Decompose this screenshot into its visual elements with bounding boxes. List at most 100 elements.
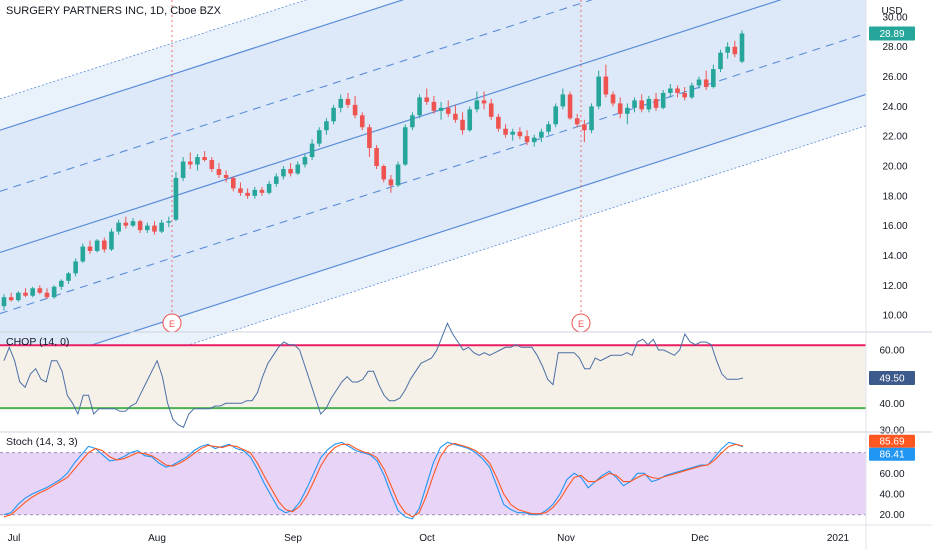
candle <box>309 139 315 161</box>
candlestick-series <box>1 30 745 311</box>
candle-body <box>395 164 401 186</box>
candle <box>431 95 437 114</box>
candle-body <box>59 280 64 287</box>
candle-body <box>288 168 293 174</box>
candle <box>481 91 487 110</box>
candle-body <box>639 100 644 110</box>
candle-body <box>202 157 207 161</box>
stoch-series <box>0 441 866 520</box>
candle <box>23 288 28 298</box>
candle <box>252 186 258 199</box>
candle <box>539 128 544 143</box>
candle <box>352 95 358 119</box>
candle <box>503 124 508 138</box>
candle-body <box>574 118 580 125</box>
stoch-pane[interactable]: Stoch (14, 3, 3) 20.0040.0060.0080.0085.… <box>0 434 915 521</box>
candle <box>732 40 738 58</box>
candle <box>316 127 322 147</box>
candle <box>187 152 193 169</box>
candle <box>152 221 157 235</box>
candle <box>460 112 465 135</box>
candle <box>30 286 35 298</box>
candle-body <box>488 103 494 117</box>
candle-body <box>109 231 114 250</box>
candle-body <box>510 131 516 135</box>
candle <box>245 188 250 199</box>
candle <box>259 186 265 196</box>
candle <box>417 94 422 119</box>
candle-body <box>352 104 358 116</box>
candle <box>625 103 630 125</box>
candle <box>166 216 172 228</box>
candle-body <box>130 221 136 226</box>
candle-body <box>682 92 687 98</box>
earnings-marker: E <box>571 313 591 333</box>
candle <box>567 91 573 120</box>
candle-body <box>195 157 200 165</box>
candle-body <box>388 179 394 186</box>
candle-body <box>230 177 236 189</box>
candle-body <box>209 160 215 169</box>
candle-body <box>316 130 322 144</box>
candle <box>66 271 71 284</box>
candle <box>395 161 401 187</box>
candle <box>711 64 716 89</box>
candle <box>617 97 623 119</box>
candle <box>453 104 458 123</box>
candle-body <box>187 161 193 165</box>
price-pane[interactable]: SURGERY PARTNERS INC, 1D, Cboe BZX 10.00… <box>0 0 915 407</box>
candle-body <box>80 246 86 262</box>
candle <box>675 85 680 98</box>
candle-body <box>295 164 301 174</box>
time-axis[interactable]: Jul Aug Sep Oct Nov Dec 2021 <box>8 533 850 544</box>
chop-line <box>3 322 744 428</box>
candle-body <box>116 222 121 232</box>
candle-body <box>152 225 157 232</box>
candle-body <box>302 157 308 165</box>
candle-body <box>66 273 71 281</box>
candle <box>496 113 501 132</box>
candle <box>381 164 387 183</box>
candle-body <box>273 176 279 184</box>
candle-body <box>102 240 107 250</box>
candle-body <box>711 69 716 87</box>
candle-body <box>309 143 315 158</box>
candle <box>367 124 372 158</box>
candle-body <box>725 46 730 53</box>
candle <box>130 218 136 228</box>
candle-body <box>481 100 487 104</box>
candle <box>159 219 164 234</box>
candle <box>1 294 7 311</box>
candle-body <box>603 76 609 95</box>
chop-tick-label: 30.00 <box>879 426 904 437</box>
candle <box>445 100 451 117</box>
price-tick-label: 20.00 <box>882 162 907 173</box>
candle-body <box>503 128 508 135</box>
candle-body <box>445 107 451 114</box>
candle <box>689 82 695 99</box>
chart-title: SURGERY PARTNERS INC, 1D, Cboe BZX <box>6 5 222 17</box>
stoch-d-line <box>3 442 744 518</box>
chop-title: CHOP (14, 0) <box>6 336 69 348</box>
candle-body <box>324 121 329 131</box>
stoch-title: Stoch (14, 3, 3) <box>6 436 78 448</box>
price-tick-label: 16.00 <box>882 221 907 232</box>
candle-body <box>94 240 100 251</box>
candle-body <box>467 109 473 131</box>
price-axis[interactable]: 10.00 12.00 14.00 16.00 18.00 20.00 22.00 24.00… <box>882 12 907 321</box>
candle <box>660 89 666 110</box>
candle <box>467 106 473 132</box>
candle-body <box>653 98 659 108</box>
candle <box>324 118 329 135</box>
candle <box>288 163 293 177</box>
last-price-badge-bg <box>869 26 915 41</box>
candle <box>102 237 107 253</box>
candle-body <box>331 107 336 122</box>
candle-body <box>546 124 551 132</box>
candle-body <box>238 188 243 193</box>
